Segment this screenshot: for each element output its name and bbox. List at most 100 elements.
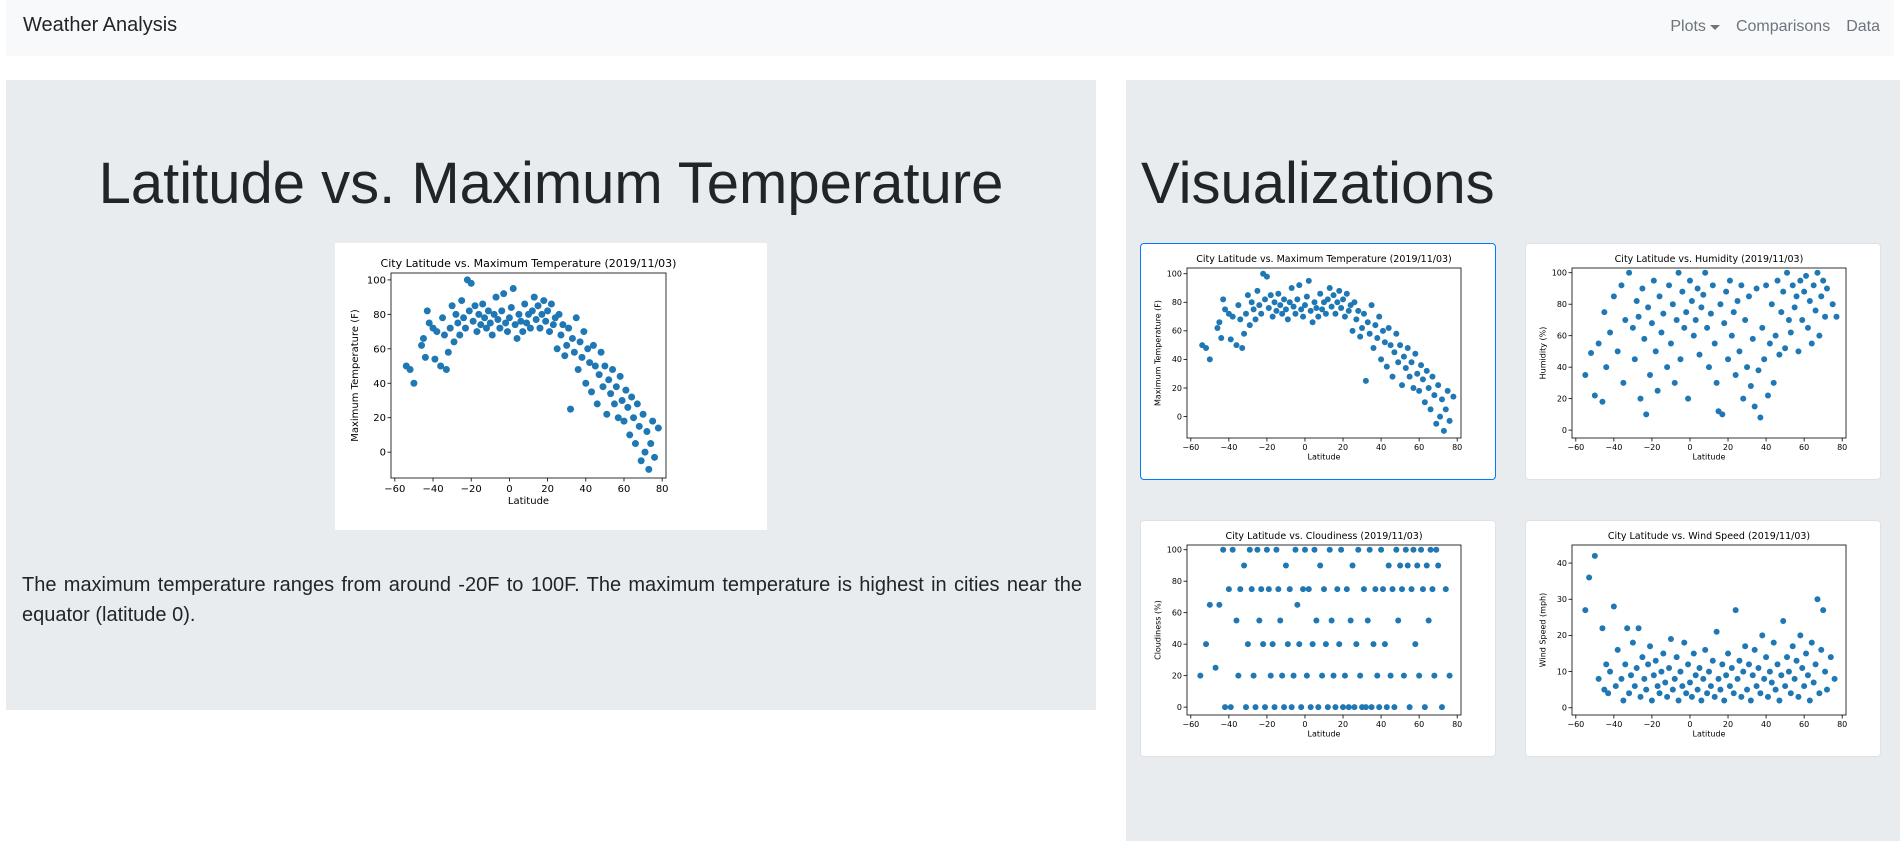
data-point [1290,303,1297,310]
data-point [1725,650,1732,657]
data-point [1734,298,1741,305]
data-point [1711,340,1718,347]
data-point [1435,562,1442,569]
data-point [578,353,586,361]
data-point [484,307,492,315]
data-point [498,307,506,315]
data-point [1740,668,1747,675]
nav-plots-dropdown[interactable]: Plots [1662,18,1728,36]
data-point [1764,392,1771,399]
data-point [1726,277,1733,284]
data-point [1229,546,1236,553]
x-tick-label: 60 [1799,443,1809,452]
thumbnail-cloudiness-chart: City Latitude vs. Cloudiness (2019/11/03… [1154,531,1463,739]
y-tick-label: 40 [1172,355,1182,364]
nav-data-link[interactable]: Data [1846,18,1880,35]
data-point [1332,704,1339,711]
data-point [1203,641,1210,648]
data-point [1256,617,1263,624]
data-point [542,317,550,325]
data-point [477,321,485,329]
data-point [1799,664,1806,671]
data-point [1433,420,1440,427]
data-point [1603,364,1610,371]
data-point [1351,704,1358,711]
data-point [557,331,565,339]
data-point [1248,299,1255,306]
data-point [1654,387,1661,394]
thumbnail-humidity[interactable]: City Latitude vs. Humidity (2019/11/03) −… [1525,243,1881,480]
data-point [1412,641,1419,648]
data-point [1355,307,1362,314]
x-tick-label: −20 [1643,720,1660,729]
data-point [1399,382,1406,389]
thumbnail-wind[interactable]: City Latitude vs. Wind Speed (2019/11/03… [1525,520,1881,757]
navbar-brand[interactable]: Weather Analysis [23,14,178,36]
data-point [1732,372,1739,379]
data-point [1250,306,1257,313]
data-point [595,371,603,379]
data-point [1692,316,1699,323]
data-point [1719,411,1726,418]
data-point [1260,641,1267,648]
data-point [1349,327,1356,334]
data-point [1686,277,1693,284]
data-point [1336,641,1343,648]
data-point [1785,668,1792,675]
data-point [1387,672,1394,679]
x-tick-label: 0 [1687,443,1692,452]
chart-title: City Latitude vs. Maximum Temperature (2… [1196,254,1452,265]
data-point [1704,324,1711,331]
y-tick-label: 80 [1172,298,1182,307]
data-point [456,331,464,339]
data-point [1816,332,1823,339]
y-tick-label: 80 [1172,577,1182,586]
data-point [444,348,452,356]
data-point [1660,650,1667,657]
data-point [1723,672,1730,679]
data-point [1822,313,1829,320]
nav-comparisons-link[interactable]: Comparisons [1735,18,1831,35]
data-point [1311,546,1318,553]
data-point [1296,282,1303,289]
data-point [1393,546,1400,553]
data-point [1317,290,1324,297]
data-point [1833,313,1840,320]
data-point [1336,287,1343,294]
data-point [639,410,647,418]
data-point [563,341,571,349]
x-tick-label: −40 [1605,443,1622,452]
chart-title: City Latitude vs. Wind Speed (2019/11/03… [1608,531,1810,542]
data-point [612,383,620,391]
data-point [1437,413,1444,420]
y-tick-label: 10 [1557,667,1567,676]
data-point [1721,697,1728,704]
data-point [1588,350,1595,356]
data-point [1814,596,1821,603]
y-tick-label: 40 [1557,559,1567,568]
data-point [1315,313,1322,320]
data-point [467,279,475,287]
data-point [1265,586,1272,593]
data-point [406,365,414,373]
data-point [1216,319,1223,326]
data-point [1427,406,1434,413]
data-point [1730,690,1737,697]
data-point [1216,601,1223,608]
data-point [1801,683,1808,690]
data-point [1639,285,1646,292]
x-axis-label: Latitude [508,496,549,507]
data-point [1406,704,1413,711]
thumbnail-cloudiness[interactable]: City Latitude vs. Cloudiness (2019/11/03… [1140,520,1496,757]
data-point [605,376,613,384]
data-point [1742,316,1749,323]
data-point [469,317,477,325]
data-point [1635,625,1642,632]
data-point [1246,322,1253,329]
thumbnail-temperature[interactable]: City Latitude vs. Maximum Temperature (2… [1140,243,1496,480]
x-tick-label: 20 [1723,443,1733,452]
data-point [567,405,575,413]
data-point [482,324,490,332]
plot-frame [1571,267,1847,439]
data-point [465,307,473,315]
